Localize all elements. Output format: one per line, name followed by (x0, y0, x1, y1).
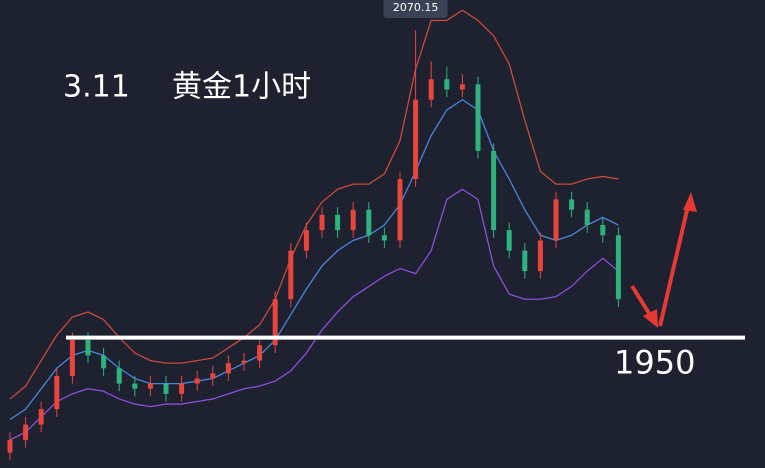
candle-body (350, 209, 356, 231)
candle-body (491, 150, 497, 231)
candle-body (288, 250, 294, 300)
candle-body (54, 375, 60, 410)
candle-body (116, 368, 122, 384)
arrow-head (683, 192, 697, 212)
candle-body (584, 209, 590, 226)
support-label: 1950 (614, 344, 695, 382)
candles (7, 30, 621, 461)
candle-body (381, 235, 387, 241)
candle-body (537, 240, 543, 272)
candle-body (23, 424, 29, 440)
candle-body (7, 439, 13, 453)
band-line (9, 9, 619, 400)
candle-body (615, 235, 621, 300)
candle-body (38, 409, 44, 425)
candle-body (413, 99, 419, 180)
candle-body (553, 199, 559, 241)
candle-body (335, 214, 341, 231)
band-line (9, 98, 619, 420)
arrow-down (630, 284, 654, 320)
candle-body (319, 214, 325, 231)
candle-body (600, 225, 606, 236)
arrow-up (658, 205, 690, 327)
candle-body (132, 383, 138, 389)
candle-body (522, 250, 528, 272)
band-line (9, 188, 619, 441)
chart-title: 黄金1小时 (172, 70, 311, 105)
date-label: 3.11 (63, 70, 130, 105)
high-tooltip (383, 0, 448, 18)
bollinger-bands (9, 9, 619, 441)
candle-body (506, 230, 512, 251)
candle-body (303, 230, 309, 251)
arrow-head (643, 309, 658, 328)
candle-body (194, 378, 200, 384)
candle-body (444, 79, 450, 90)
candle-body (569, 199, 575, 210)
candle-body (179, 383, 185, 394)
candle-body (101, 355, 107, 369)
candle-body (459, 84, 465, 90)
candle-body (272, 299, 278, 346)
candle-body (475, 84, 481, 151)
candle-body (366, 209, 372, 236)
candle-body (210, 373, 216, 379)
candle-body (397, 179, 403, 241)
candle-body (257, 345, 263, 361)
candle-body (85, 340, 91, 356)
candle-body (147, 383, 153, 389)
candle-body (163, 383, 169, 394)
candle-body (241, 360, 247, 364)
candle-body (225, 363, 231, 374)
high-label: 2070.15 (393, 1, 439, 14)
arrows (630, 192, 697, 328)
candle-body (69, 340, 75, 376)
candle-body (428, 79, 434, 100)
